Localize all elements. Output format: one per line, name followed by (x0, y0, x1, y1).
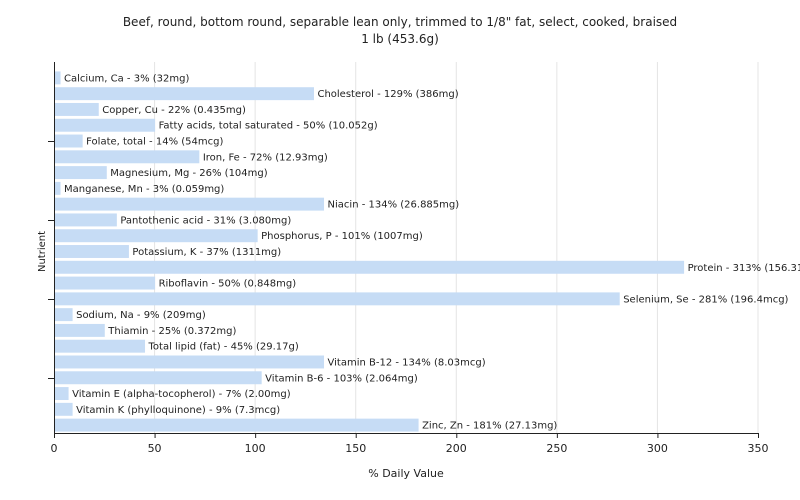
bar-label: Manganese, Mn - 3% (0.059mg) (64, 184, 224, 195)
x-tick-label: 300 (647, 442, 668, 455)
bar (54, 402, 73, 416)
bar (54, 213, 117, 227)
bar-label: Sodium, Na - 9% (209mg) (76, 310, 206, 321)
bar-label: Protein - 313% (156.31g) (688, 263, 800, 274)
bar (54, 150, 200, 164)
bar (54, 118, 156, 132)
bar (54, 71, 61, 85)
chart-subtitle: 1 lb (453.6g) (361, 32, 439, 46)
bar (54, 276, 156, 290)
bar-label: Thiamin - 25% (0.372mg) (107, 326, 236, 337)
bar (54, 418, 419, 432)
chart-title: Beef, round, bottom round, separable lea… (122, 15, 678, 29)
bar-label: Fatty acids, total saturated - 50% (10.0… (159, 121, 378, 132)
chart-title-block: Beef, round, bottom round, separable lea… (0, 14, 800, 48)
bar-label: Phosphorus, P - 101% (1007mg) (261, 231, 423, 242)
bar-label: Vitamin E (alpha-tocopherol) - 7% (2.00m… (72, 389, 291, 400)
bar (54, 134, 83, 148)
bar-label: Total lipid (fat) - 45% (29.17g) (148, 342, 299, 353)
bar-label: Cholesterol - 129% (386mg) (317, 89, 458, 100)
bar-label: Riboflavin - 50% (0.848mg) (159, 279, 297, 290)
bar (54, 102, 99, 116)
bar (54, 323, 105, 337)
bar (54, 387, 69, 401)
bar-label: Iron, Fe - 72% (12.93mg) (203, 152, 328, 163)
bar-label: Magnesium, Mg - 26% (104mg) (110, 168, 267, 179)
bar-label: Vitamin B-12 - 134% (8.03mcg) (328, 357, 486, 368)
bar-label: Pantothenic acid - 31% (3.080mg) (120, 215, 291, 226)
bar-label: Selenium, Se - 281% (196.4mcg) (623, 294, 788, 305)
bar (54, 260, 685, 274)
bar (54, 308, 73, 322)
bar (54, 87, 314, 101)
bar (54, 181, 61, 195)
bar (54, 166, 107, 180)
grid-lines (154, 62, 759, 433)
x-tick-label: 50 (148, 442, 162, 455)
x-tick-label: 150 (345, 442, 366, 455)
axes: 0 50 100 150 200 250 300 350 (48, 62, 769, 455)
bar (54, 371, 262, 385)
bar-label: Niacin - 134% (26.885mg) (328, 200, 460, 211)
bars: Calcium, Ca - 3% (32mg) Cholesterol - 129… (54, 71, 800, 432)
x-tick-label: 350 (748, 442, 769, 455)
bar-label: Zinc, Zn - 181% (27.13mg) (422, 421, 557, 432)
x-tick-label: 250 (546, 442, 567, 455)
bar-label: Vitamin B-6 - 103% (2.064mg) (265, 373, 418, 384)
x-tick-label: 0 (51, 442, 58, 455)
bar (54, 339, 146, 353)
x-axis-title: % Daily Value (368, 467, 444, 480)
x-tick-label: 100 (245, 442, 266, 455)
bar (54, 355, 325, 369)
bar (54, 197, 325, 211)
bar (54, 229, 258, 243)
bar-label: Folate, total - 14% (54mcg) (86, 137, 223, 148)
y-axis-title: Nutrient (37, 231, 48, 272)
bar (54, 292, 620, 306)
bar (54, 245, 129, 258)
bar-label: Copper, Cu - 22% (0.435mg) (102, 105, 246, 116)
bar-label: Vitamin K (phylloquinone) - 9% (7.3mcg) (76, 405, 280, 416)
x-tick-label: 200 (446, 442, 467, 455)
bar-label: Potassium, K - 37% (1311mg) (132, 247, 281, 258)
bar-label: Calcium, Ca - 3% (32mg) (64, 73, 189, 84)
